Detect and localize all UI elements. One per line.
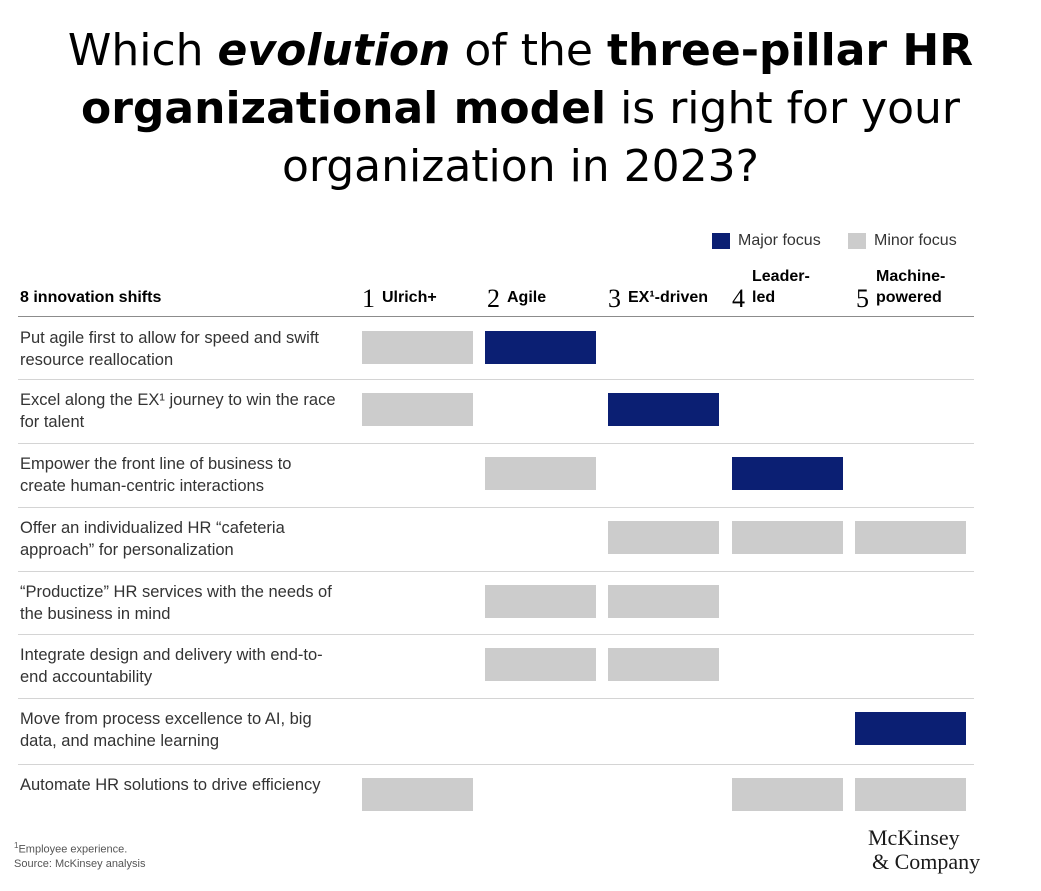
cell-minor-focus: [485, 585, 596, 618]
cell-minor-focus: [608, 585, 719, 618]
row-divider: [18, 443, 974, 444]
column-header-5: 5 Machine-powered: [856, 262, 980, 316]
table-row: Move from process excellence to AI, big …: [0, 699, 1041, 765]
row-label: Empower the front line of business to cr…: [20, 455, 292, 495]
column-label: EX¹-driven: [628, 289, 709, 306]
cell-major-focus: [485, 331, 596, 364]
row-label: Offer an individualized HR “cafeteria ap…: [20, 519, 285, 559]
row-divider: [18, 379, 974, 380]
row-label: Move from process excellence to AI, big …: [20, 710, 312, 750]
column-header-4: 4 Leader-led: [732, 262, 856, 316]
cell-minor-focus: [608, 521, 719, 554]
cell-minor-focus: [485, 648, 596, 681]
title-line-1: Which evolution of the three-pillar HR: [67, 25, 974, 76]
cell-major-focus: [855, 712, 966, 745]
row-label: Automate HR solutions to drive efficienc…: [20, 776, 321, 794]
legend-label-minor: Minor focus: [874, 232, 957, 249]
row-label: Excel along the EX¹ journey to win the r…: [20, 391, 336, 431]
title-line-3: organization in 2023?: [282, 141, 759, 192]
source-note: Source: McKinsey analysis: [14, 857, 146, 870]
row-header-label: 8 innovation shifts: [20, 289, 162, 306]
footnote: 1Employee experience. Source: McKinsey a…: [14, 839, 145, 871]
title-line-2: organizational model is right for your: [81, 83, 960, 134]
cell-minor-focus: [362, 393, 473, 426]
legend-label-major: Major focus: [738, 232, 821, 249]
column-label: Agile: [507, 289, 547, 306]
column-header-3: 3 EX¹-driven: [608, 262, 732, 316]
table-row: Empower the front line of business to cr…: [0, 444, 1041, 508]
cell-minor-focus: [362, 778, 473, 811]
cell-minor-focus: [732, 521, 843, 554]
column-label: Leader-led: [752, 268, 810, 306]
column-number: 4: [732, 284, 745, 313]
footnote-text: Employee experience.: [18, 843, 128, 856]
row-divider: [18, 571, 974, 572]
column-label: Machine-powered: [876, 268, 946, 306]
row-label: Put agile first to allow for speed and s…: [20, 329, 319, 369]
chart-title: Which evolution of the three-pillar HR o…: [0, 22, 1041, 196]
table-header: 8 innovation shifts 1 Ulrich+ 2 Agile 3 EX¹-d…: [0, 262, 1041, 318]
column-number: 2: [487, 284, 500, 313]
cell-major-focus: [732, 457, 843, 490]
cell-minor-focus: [855, 521, 966, 554]
column-number: 3: [608, 284, 621, 313]
table-row: Offer an individualized HR “cafeteria ap…: [0, 508, 1041, 572]
cell-minor-focus: [362, 331, 473, 364]
table-row: Automate HR solutions to drive efficienc…: [0, 765, 1041, 827]
column-header-1: 1 Ulrich+: [362, 262, 486, 316]
column-number: 5: [856, 284, 869, 313]
column-number: 1: [362, 284, 375, 313]
cell-major-focus: [608, 393, 719, 426]
column-header-2: 2 Agile: [487, 262, 611, 316]
table-row: Excel along the EX¹ journey to win the r…: [0, 380, 1041, 444]
column-label: Ulrich+: [382, 289, 437, 306]
row-divider: [18, 764, 974, 765]
cell-minor-focus: [608, 648, 719, 681]
footnote-marker: 1: [14, 841, 19, 850]
row-divider: [18, 507, 974, 508]
cell-minor-focus: [485, 457, 596, 490]
cell-minor-focus: [855, 778, 966, 811]
logo-line-2: & Company: [872, 849, 981, 874]
logo-line-1: McKinsey: [868, 825, 960, 850]
row-divider: [18, 698, 974, 699]
legend-swatch-major: [712, 233, 730, 249]
row-label: “Productize” HR services with the needs …: [20, 583, 332, 623]
mckinsey-logo: McKinsey & Company: [868, 826, 980, 874]
header-divider: [18, 316, 974, 317]
table-row: Integrate design and delivery with end-t…: [0, 635, 1041, 699]
cell-minor-focus: [732, 778, 843, 811]
table-row: Put agile first to allow for speed and s…: [0, 318, 1041, 380]
row-divider: [18, 634, 974, 635]
table-row: “Productize” HR services with the needs …: [0, 572, 1041, 635]
row-label: Integrate design and delivery with end-t…: [20, 646, 323, 686]
legend-swatch-minor: [848, 233, 866, 249]
